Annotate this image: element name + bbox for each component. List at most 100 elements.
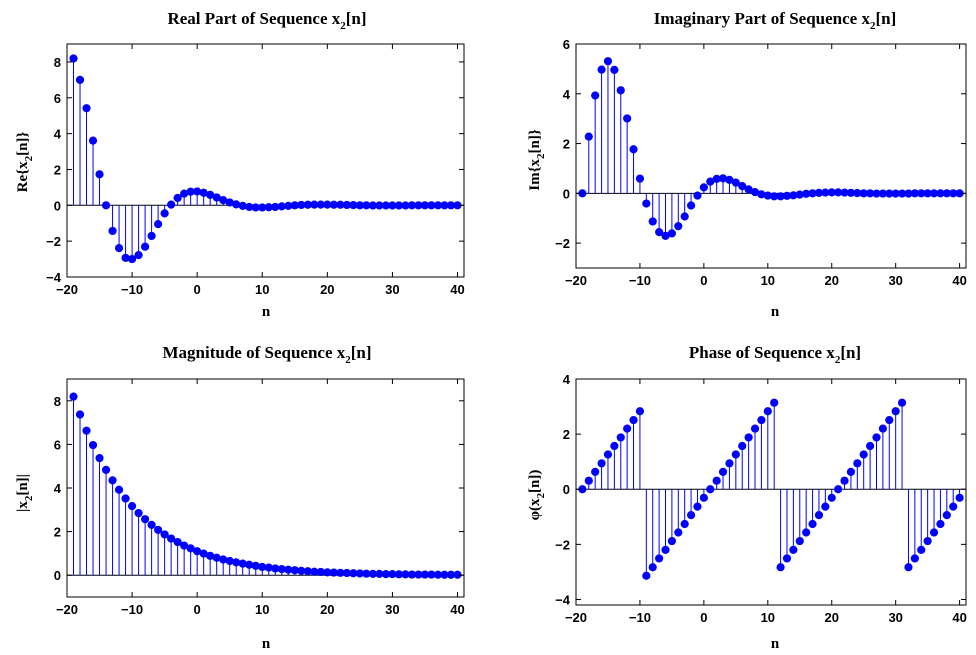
x-tick-label: 30 bbox=[385, 282, 399, 297]
axes-frame bbox=[575, 43, 967, 269]
stem-marker bbox=[821, 502, 830, 511]
stem-marker bbox=[101, 465, 111, 475]
y-tick-label: 4 bbox=[54, 127, 62, 142]
stem-marker bbox=[910, 554, 919, 563]
stem-marker bbox=[834, 485, 843, 494]
stem-marker bbox=[108, 476, 117, 485]
stem-marker bbox=[763, 407, 772, 416]
x-tick-label: 40 bbox=[952, 273, 966, 288]
y-tick-label: −4 bbox=[555, 592, 571, 607]
x-axis-label: n bbox=[262, 636, 271, 652]
stem-marker bbox=[840, 476, 849, 485]
stem-marker bbox=[757, 415, 766, 425]
x-tick-label: −20 bbox=[56, 602, 78, 617]
stem-marker bbox=[610, 65, 619, 74]
y-tick-label: −2 bbox=[46, 234, 61, 249]
stem-marker bbox=[193, 187, 202, 196]
stem-marker bbox=[616, 86, 625, 95]
stem-marker bbox=[738, 441, 747, 451]
stem-marker bbox=[167, 200, 176, 209]
stem-marker bbox=[121, 494, 130, 503]
y-tick-label: 8 bbox=[54, 55, 61, 70]
x-tick-label: 20 bbox=[320, 602, 334, 617]
subplot-title: Magnitude of Sequence x2[n] bbox=[162, 343, 371, 366]
stem-marker bbox=[154, 525, 163, 534]
stem-marker bbox=[232, 200, 241, 209]
x-tick-label: −10 bbox=[121, 282, 143, 297]
stem-marker bbox=[75, 75, 85, 84]
stem-marker bbox=[629, 145, 638, 154]
stem-marker bbox=[584, 476, 593, 485]
subplot-phase: Phase of Sequence x2[n] −20 −10 0 10 20 30 40−… bbox=[527, 343, 967, 652]
stem-marker bbox=[686, 201, 696, 210]
subplot-real-part: Real Part of Sequence x2[n] −20 −10 0 10 20 3… bbox=[15, 9, 465, 320]
axes-frame bbox=[575, 378, 967, 606]
stem-marker bbox=[731, 450, 740, 459]
stem-marker bbox=[127, 501, 137, 511]
x-tick-label: 10 bbox=[255, 602, 269, 617]
stem-marker bbox=[929, 528, 939, 537]
subplot-magnitude: Magnitude of Sequence x2[n] −20 −10 0 10 20 3… bbox=[15, 343, 465, 652]
x-tick-label: 10 bbox=[761, 273, 775, 288]
stem-marker bbox=[955, 493, 964, 502]
stem-marker bbox=[82, 426, 91, 435]
stem-marker bbox=[616, 433, 625, 442]
stem-marker bbox=[680, 519, 689, 529]
stem-marker bbox=[603, 57, 613, 66]
subplot-imaginary-part: Imaginary Part of Sequence x2[n] −20 −10 0… bbox=[527, 9, 967, 320]
stem-marker bbox=[245, 560, 254, 569]
stem-marker bbox=[718, 467, 728, 476]
stem-marker bbox=[154, 220, 163, 229]
stem-marker bbox=[865, 441, 875, 451]
stem-marker bbox=[846, 467, 856, 476]
y-tick-label: 2 bbox=[54, 162, 61, 177]
stem-marker bbox=[610, 441, 619, 451]
stem-marker bbox=[629, 415, 638, 425]
stem-marker bbox=[942, 511, 951, 520]
stem-marker bbox=[591, 91, 600, 100]
y-tick-label: 0 bbox=[563, 186, 570, 201]
y-tick-label: 2 bbox=[54, 525, 61, 540]
y-axis-label: Re{x2[n]} bbox=[15, 132, 35, 193]
stem-marker bbox=[219, 555, 228, 564]
stem-marker bbox=[140, 242, 150, 251]
stem-marker bbox=[827, 493, 836, 502]
y-tick-label: 4 bbox=[563, 87, 571, 102]
stem-marker bbox=[69, 54, 78, 63]
x-tick-label: −10 bbox=[629, 610, 651, 625]
stem-marker bbox=[251, 561, 260, 570]
stem-marker bbox=[108, 226, 117, 236]
stem-marker bbox=[173, 193, 182, 203]
x-tick-label: 20 bbox=[320, 282, 334, 297]
stem-marker bbox=[782, 554, 792, 563]
stem-marker bbox=[167, 534, 176, 543]
stem-marker bbox=[648, 217, 657, 226]
x-tick-label: 40 bbox=[952, 610, 966, 625]
stem-marker bbox=[95, 454, 104, 463]
stem-marker bbox=[776, 563, 785, 572]
stem-marker bbox=[591, 467, 600, 476]
x-axis-label: n bbox=[771, 304, 780, 320]
stem-marker bbox=[814, 511, 824, 520]
stem-marker bbox=[642, 199, 651, 208]
stem-marker bbox=[160, 530, 169, 539]
stem-marker bbox=[731, 178, 740, 187]
stem-marker bbox=[655, 554, 664, 563]
x-tick-label: 0 bbox=[700, 273, 707, 288]
stem-marker bbox=[667, 229, 677, 238]
stem-marker bbox=[917, 545, 926, 554]
y-tick-label: 0 bbox=[54, 198, 61, 213]
subplot-title: Imaginary Part of Sequence x2[n] bbox=[654, 9, 897, 32]
stem-marker bbox=[693, 502, 702, 511]
stem-marker bbox=[147, 231, 156, 241]
x-tick-label: 10 bbox=[761, 610, 775, 625]
x-tick-label: 20 bbox=[825, 273, 839, 288]
stem-marker bbox=[897, 398, 907, 407]
subplot-title: Real Part of Sequence x2[n] bbox=[167, 9, 366, 32]
x-tick-label: 20 bbox=[825, 610, 839, 625]
stem-marker bbox=[667, 536, 677, 546]
